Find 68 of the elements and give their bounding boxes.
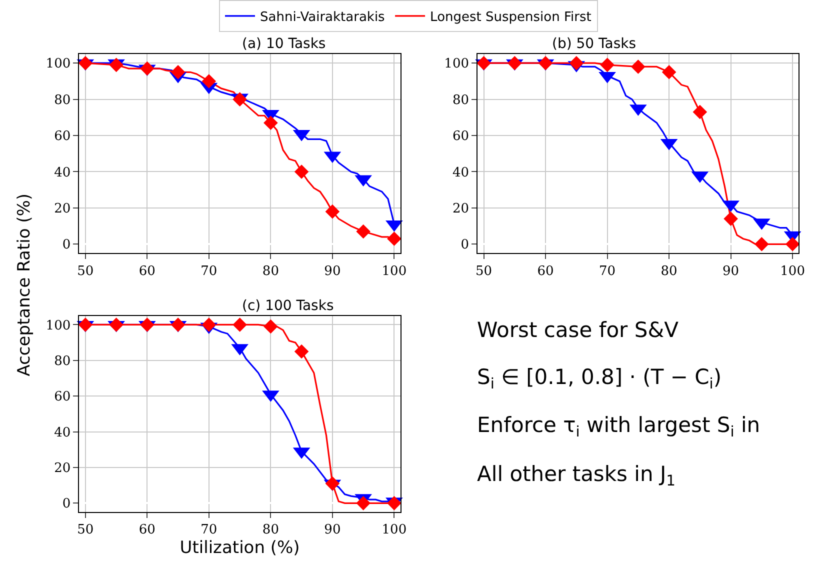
point (202, 318, 216, 332)
x-tick-label: 90 (722, 264, 740, 279)
x-tick-label: 100 (382, 264, 407, 279)
x-axis-title: Utilization (%) (180, 538, 300, 558)
y-tick-label: 0 (62, 238, 71, 253)
text: S$_{i}$ ∈ [0.1, 0.8] · (T − C$_{i}$) (477, 365, 722, 392)
x-tick-label: 100 (780, 264, 805, 279)
y-tick-label: 100 (444, 56, 470, 72)
y-tick-label: 80 (54, 354, 71, 369)
point (476, 56, 491, 70)
x-tick-label: 70 (599, 264, 616, 279)
y-tick-label: 80 (54, 92, 71, 108)
x-tick-label: 80 (262, 264, 279, 279)
y-tick-label: 40 (54, 165, 71, 180)
text: Enforce τ$_{i}$ with largest S$_{i}$ in (477, 413, 760, 440)
point (264, 319, 278, 334)
point (631, 60, 646, 74)
point (508, 56, 522, 70)
y-tick-label: 60 (54, 390, 71, 405)
y-tick-label: 20 (452, 201, 470, 216)
y-tick-label: 40 (452, 165, 470, 180)
x-tick-label: 70 (200, 522, 218, 538)
chart-title: (a) 10 Tasks (242, 36, 326, 52)
y-tick-label: 20 (54, 461, 71, 476)
chart-title: (b) 50 Tasks (552, 36, 636, 52)
y-tick-label: 40 (54, 425, 71, 440)
point (78, 318, 93, 332)
point (538, 56, 553, 70)
point (294, 344, 309, 359)
x-tick-label: 60 (138, 522, 156, 538)
point (569, 56, 584, 70)
y-tick-label: 100 (46, 318, 71, 334)
point (294, 164, 309, 179)
x-tick-label: 90 (324, 264, 341, 279)
y-tick-label: 100 (46, 56, 71, 72)
x-tick-label: 80 (262, 522, 279, 538)
point (264, 116, 278, 130)
x-tick-label: 80 (660, 264, 678, 279)
point (662, 65, 676, 80)
x-tick-label: 70 (200, 264, 218, 279)
y-tick-label: 0 (460, 238, 470, 253)
x-tick-label: 90 (324, 522, 341, 538)
y-tick-label: 0 (62, 496, 71, 512)
point (600, 58, 614, 72)
point (170, 318, 186, 332)
x-tick-label: 50 (476, 264, 492, 279)
y-tick-label: 60 (54, 129, 71, 144)
x-tick-label: 60 (537, 264, 554, 279)
y-tick-label: 60 (452, 129, 470, 144)
text: All other tasks in J$_{1}$ (477, 462, 676, 490)
y-axis-title: Acceptance Ratio (%) (14, 193, 34, 376)
legend-label: Sahni-Vairaktarakis (260, 10, 386, 26)
y-tick-label: 20 (54, 201, 71, 216)
text: Worst case for S&V (477, 318, 680, 342)
x-tick-label: 50 (77, 522, 94, 538)
point (692, 104, 708, 120)
legend-label: Longest Suspension First (430, 10, 592, 26)
point (109, 318, 124, 332)
point (325, 204, 340, 219)
x-tick-label: 50 (77, 264, 94, 279)
x-tick-label: 100 (382, 522, 407, 538)
point (387, 232, 402, 246)
chart-title: (c) 100 Tasks (242, 298, 334, 314)
point (232, 318, 247, 332)
point (356, 224, 370, 239)
x-tick-label: 60 (138, 264, 156, 279)
y-tick-label: 80 (452, 92, 470, 108)
point (140, 318, 154, 332)
